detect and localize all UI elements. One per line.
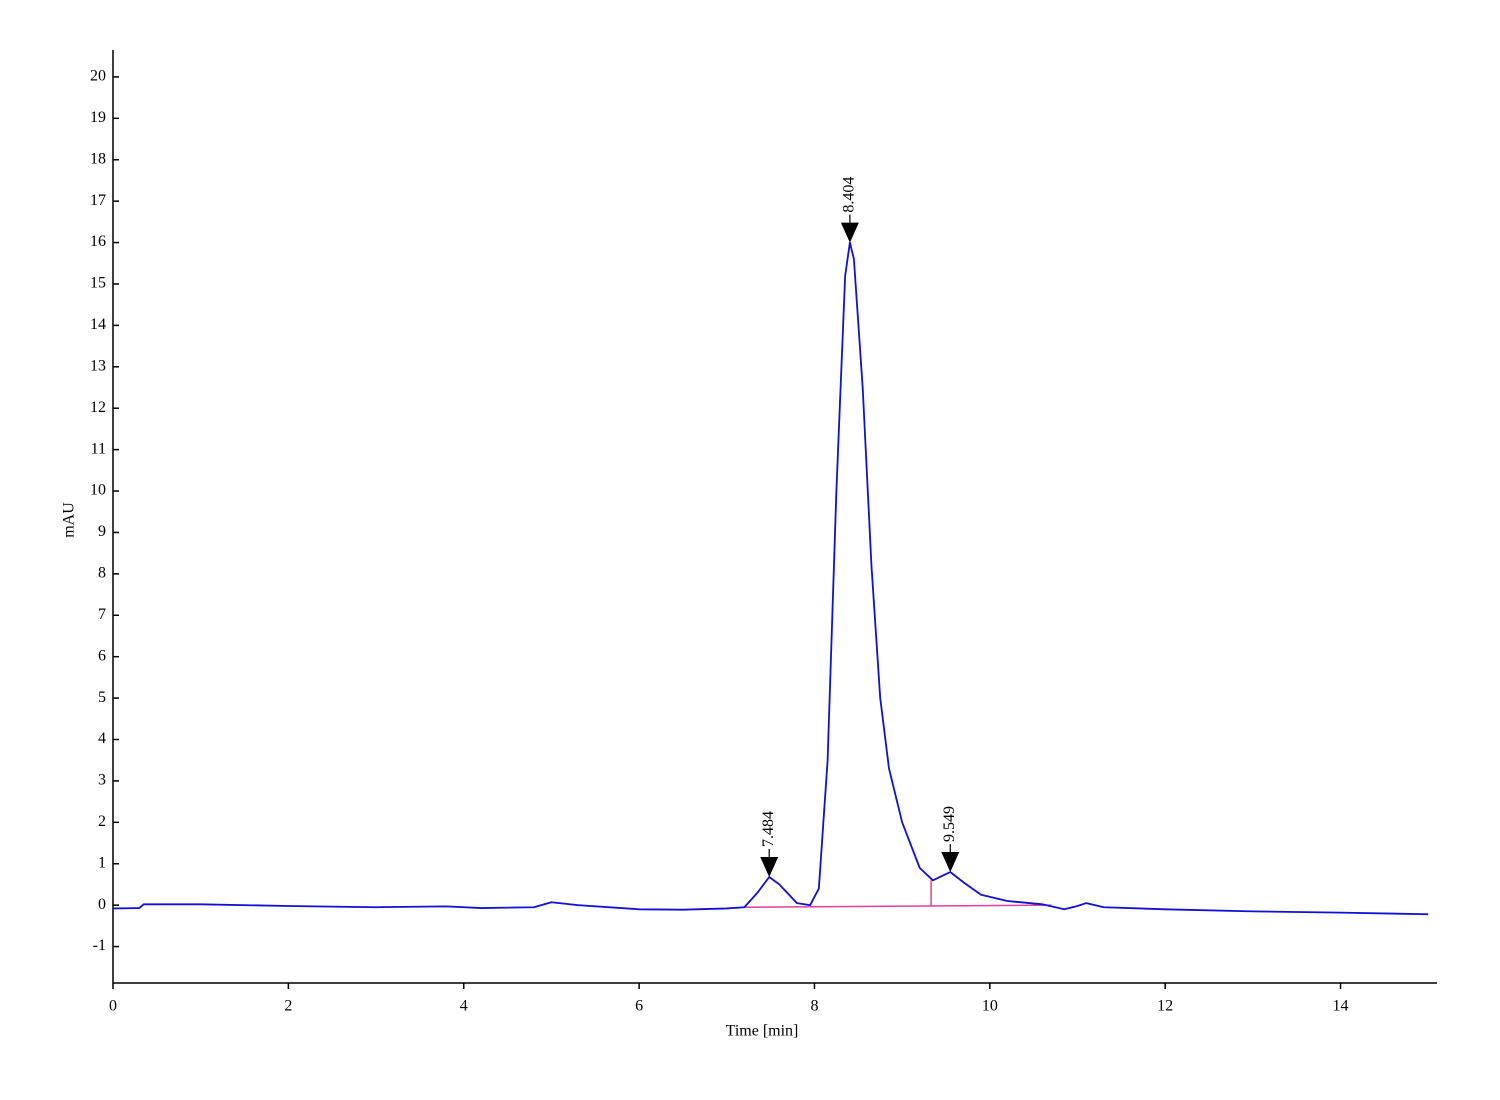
- x-tick-label: 2: [284, 998, 292, 1015]
- y-tick-label: 4: [98, 730, 106, 747]
- peak-marker: [760, 856, 779, 877]
- peak-label: 8.404: [841, 177, 858, 213]
- peak-marker: [840, 222, 859, 243]
- y-tick-label: 18: [90, 150, 106, 167]
- x-tick-label: 4: [460, 998, 468, 1015]
- y-tick-label: 2: [98, 813, 106, 830]
- y-tick-label: 1: [98, 854, 106, 871]
- x-tick-label: 14: [1333, 998, 1349, 1015]
- y-tick-label: 0: [98, 896, 106, 913]
- x-tick-label: 0: [109, 998, 117, 1015]
- y-tick-label: 19: [90, 109, 106, 126]
- y-tick-label: 17: [90, 192, 106, 209]
- x-tick-label: 10: [982, 998, 998, 1015]
- peak-label: 9.549: [941, 806, 958, 842]
- y-tick-label: -1: [93, 937, 106, 954]
- x-tick-label: 12: [1157, 998, 1173, 1015]
- y-tick-label: 5: [98, 689, 106, 706]
- x-tick-label: 8: [810, 998, 818, 1015]
- y-tick-label: 6: [98, 647, 106, 664]
- x-axis-label: Time [min]: [726, 1023, 799, 1040]
- y-axis-label: mAU: [61, 502, 78, 538]
- y-tick-label: 15: [90, 275, 106, 292]
- y-tick-label: 7: [98, 606, 106, 623]
- y-tick-label: 10: [90, 482, 106, 499]
- y-tick-label: 14: [90, 316, 106, 333]
- chromatogram-trace: [112, 241, 1429, 916]
- y-tick-label: 12: [90, 399, 106, 416]
- y-tick-label: 13: [90, 357, 106, 374]
- y-tick-label: 9: [98, 523, 106, 540]
- x-tick-label: 6: [635, 998, 643, 1015]
- y-tick-label: 11: [91, 440, 106, 457]
- y-tick-label: 8: [98, 565, 106, 582]
- peak-label: 7.484: [760, 811, 777, 847]
- y-tick-label: 16: [90, 233, 106, 250]
- y-tick-label: 20: [90, 68, 106, 85]
- y-tick-label: 3: [98, 772, 106, 789]
- peak-marker: [941, 852, 960, 873]
- integration-baseline: [744, 904, 1052, 908]
